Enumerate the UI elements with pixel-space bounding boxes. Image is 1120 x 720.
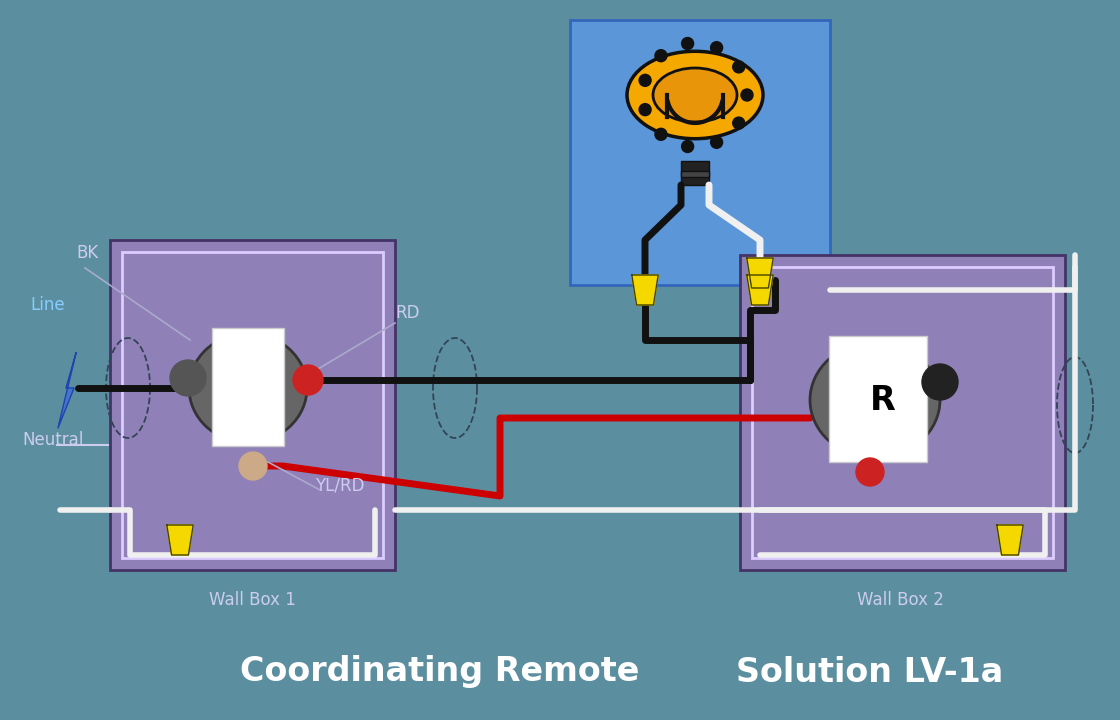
Text: YL/RD: YL/RD	[315, 476, 364, 494]
Ellipse shape	[239, 452, 267, 480]
Ellipse shape	[640, 104, 651, 116]
Bar	[212, 328, 284, 446]
Ellipse shape	[653, 68, 737, 122]
Polygon shape	[58, 353, 76, 428]
Text: Wall Box 1: Wall Box 1	[208, 591, 296, 609]
Ellipse shape	[682, 140, 693, 153]
Ellipse shape	[710, 136, 722, 148]
Ellipse shape	[732, 61, 745, 73]
Bar	[752, 267, 1053, 558]
Ellipse shape	[640, 74, 651, 86]
Text: R: R	[870, 384, 896, 416]
Text: BK: BK	[76, 244, 99, 262]
Ellipse shape	[922, 364, 958, 400]
Ellipse shape	[655, 50, 666, 62]
Ellipse shape	[710, 42, 722, 54]
Text: RD: RD	[395, 304, 420, 322]
Bar	[829, 336, 927, 462]
Bar	[122, 252, 383, 558]
Polygon shape	[632, 275, 659, 305]
Ellipse shape	[732, 117, 745, 129]
Ellipse shape	[189, 333, 307, 443]
Text: Wall Box 2: Wall Box 2	[857, 591, 943, 609]
Text: Coordinating Remote: Coordinating Remote	[241, 655, 640, 688]
Ellipse shape	[655, 128, 666, 140]
Ellipse shape	[293, 365, 323, 395]
Text: Solution LV-1a: Solution LV-1a	[736, 655, 1004, 688]
Bar	[740, 255, 1065, 570]
Ellipse shape	[810, 342, 940, 458]
Polygon shape	[747, 275, 773, 305]
Ellipse shape	[627, 51, 763, 139]
Ellipse shape	[856, 458, 884, 486]
Ellipse shape	[682, 37, 693, 50]
Ellipse shape	[741, 89, 753, 101]
Polygon shape	[747, 258, 773, 288]
Text: Line: Line	[30, 296, 65, 314]
Bar	[681, 171, 709, 177]
Ellipse shape	[170, 360, 206, 396]
Bar	[570, 20, 830, 285]
Polygon shape	[167, 525, 193, 555]
Polygon shape	[997, 525, 1024, 555]
Bar	[110, 240, 395, 570]
Text: Neutral: Neutral	[22, 431, 83, 449]
Bar	[681, 161, 709, 185]
